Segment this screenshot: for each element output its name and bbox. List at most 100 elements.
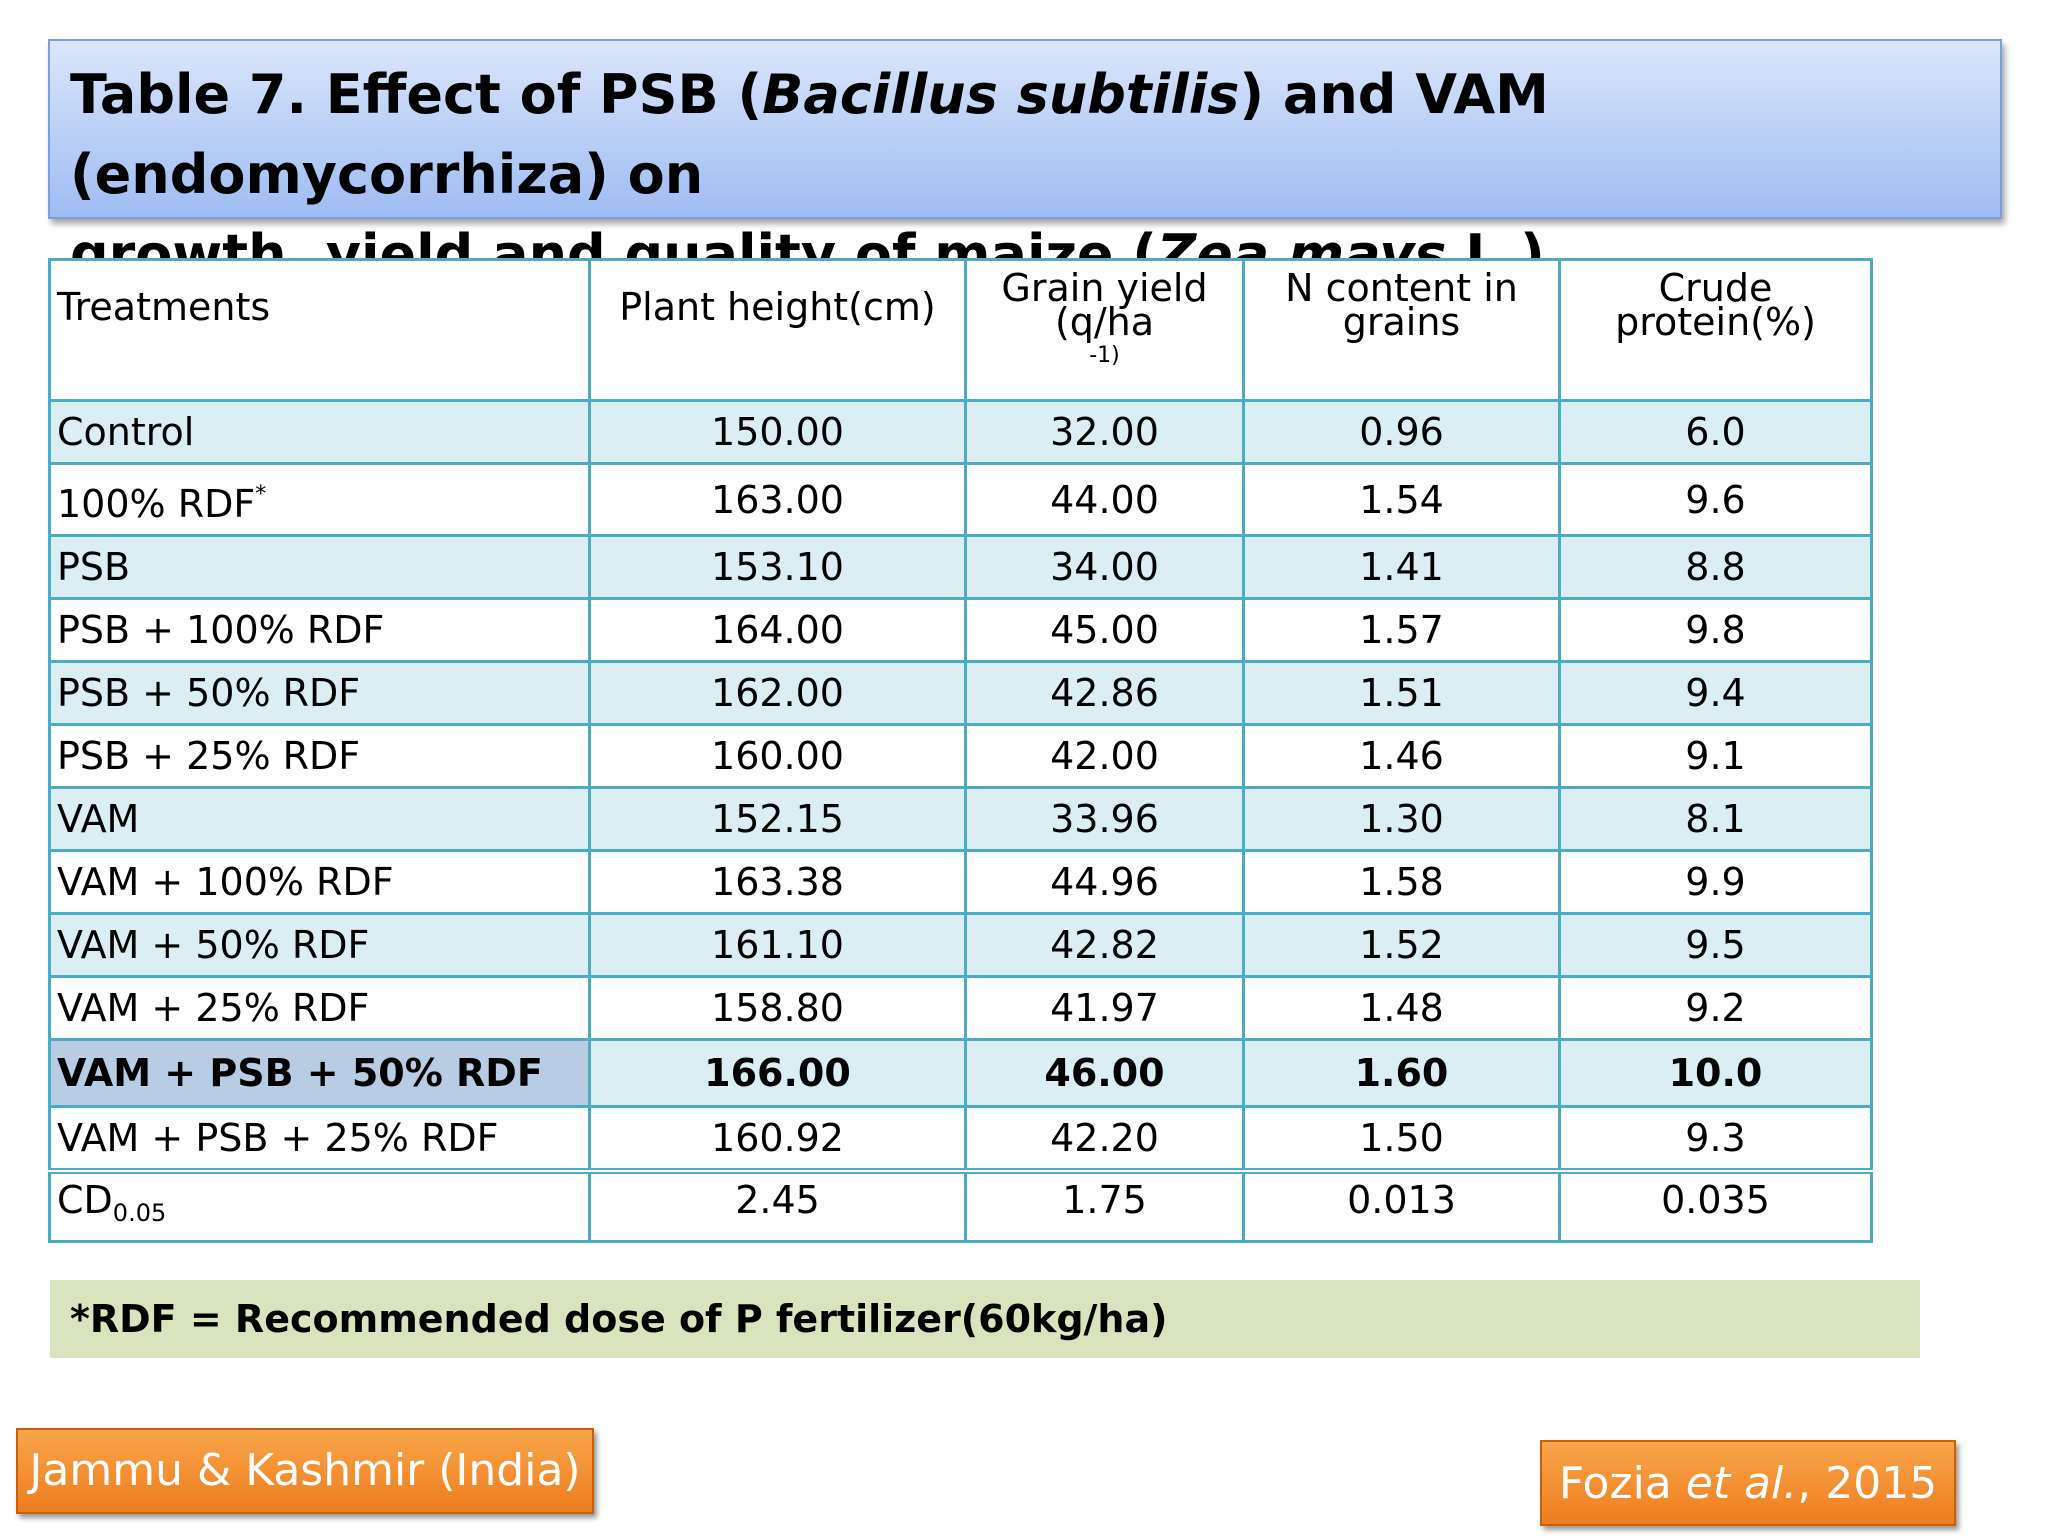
- title-line1-c: ) and VAM (endomycorrhiza) on: [70, 63, 1549, 206]
- cd-label: CD0.05: [48, 1169, 591, 1243]
- protein-cell: 6.0: [1558, 399, 1873, 465]
- height-cell: 163.00: [588, 462, 967, 537]
- citation-author: Fozia: [1558, 1458, 1686, 1509]
- header-crude-line2: protein(%): [1615, 300, 1816, 344]
- location-badge: Jammu & Kashmir (India): [16, 1428, 594, 1514]
- header-crude-line1: Crude: [1658, 266, 1773, 310]
- header-crude-protein: Crude protein(%): [1558, 258, 1873, 402]
- cd-n: 0.013: [1242, 1169, 1561, 1243]
- n-cell: 1.52: [1242, 912, 1561, 978]
- header-n-content-line1: N content in: [1285, 266, 1518, 310]
- treatment-cell: VAM + 25% RDF: [48, 975, 591, 1041]
- height-cell: 163.38: [588, 849, 967, 915]
- header-grain-yield-sup: -1): [1089, 343, 1120, 368]
- table-row: VAM + 50% RDF 161.10 42.82 1.52 9.5: [48, 912, 1873, 978]
- cd-row: CD0.05 2.45 1.75 0.013 0.035: [48, 1169, 1873, 1243]
- cd-height: 2.45: [588, 1169, 967, 1243]
- n-cell: 1.30: [1242, 786, 1561, 852]
- yield-cell: 42.00: [964, 723, 1245, 789]
- height-cell: 166.00: [588, 1038, 967, 1108]
- n-cell: 1.58: [1242, 849, 1561, 915]
- yield-cell: 41.97: [964, 975, 1245, 1041]
- height-cell: 161.10: [588, 912, 967, 978]
- protein-cell: 9.9: [1558, 849, 1873, 915]
- n-cell: 1.50: [1242, 1105, 1561, 1174]
- height-cell: 153.10: [588, 534, 967, 600]
- title-line1-a: Table 7. Effect of PSB (: [70, 63, 763, 126]
- table-row: Control 150.00 32.00 0.96 6.0: [48, 399, 1873, 465]
- protein-cell: 8.8: [1558, 534, 1873, 600]
- treatment-cell: PSB + 25% RDF: [48, 723, 591, 789]
- treatment-cell: VAM: [48, 786, 591, 852]
- yield-cell: 46.00: [964, 1038, 1245, 1108]
- yield-cell: 42.20: [964, 1105, 1245, 1174]
- header-grain-yield: Grain yield (q/ha -1): [964, 258, 1245, 402]
- header-treatments: Treatments: [48, 258, 591, 402]
- treatment-cell: PSB: [48, 534, 591, 600]
- n-cell: 1.60: [1242, 1038, 1561, 1108]
- table-row: VAM + PSB + 25% RDF 160.92 42.20 1.50 9.3: [48, 1105, 1873, 1174]
- title-line1-italic: Bacillus subtilis: [762, 63, 1240, 126]
- n-cell: 1.57: [1242, 597, 1561, 663]
- n-cell: 1.48: [1242, 975, 1561, 1041]
- table-row: PSB + 100% RDF 164.00 45.00 1.57 9.8: [48, 597, 1873, 663]
- yield-cell: 33.96: [964, 786, 1245, 852]
- header-n-content-line2: grains: [1342, 300, 1461, 344]
- table-body: Control 150.00 32.00 0.96 6.0 100% RDF* 163.00…: [48, 399, 1873, 1174]
- height-cell: 150.00: [588, 399, 967, 465]
- protein-cell: 9.4: [1558, 660, 1873, 726]
- treatment-cell: PSB + 50% RDF: [48, 660, 591, 726]
- height-cell: 162.00: [588, 660, 967, 726]
- table-row: VAM 152.15 33.96 1.30 8.1: [48, 786, 1873, 852]
- treatment-cell: 100% RDF*: [48, 462, 591, 537]
- cd-protein: 0.035: [1558, 1169, 1873, 1243]
- treatment-cell: PSB + 100% RDF: [48, 597, 591, 663]
- yield-cell: 42.82: [964, 912, 1245, 978]
- header-grain-yield-line1: Grain yield: [1001, 266, 1208, 310]
- yield-cell: 32.00: [964, 399, 1245, 465]
- height-cell: 152.15: [588, 786, 967, 852]
- n-cell: 1.51: [1242, 660, 1561, 726]
- n-cell: 1.46: [1242, 723, 1561, 789]
- table-header-row: Treatments Plant height(cm) Grain yield(…: [48, 258, 1873, 402]
- treatment-cell: VAM + 100% RDF: [48, 849, 591, 915]
- protein-cell: 9.2: [1558, 975, 1873, 1041]
- yield-cell: 34.00: [964, 534, 1245, 600]
- citation-etal: et al.: [1685, 1458, 1798, 1509]
- protein-cell: 9.8: [1558, 597, 1873, 663]
- citation-badge: Fozia et al., 2015: [1540, 1440, 1956, 1526]
- height-cell: 158.80: [588, 975, 967, 1041]
- height-cell: 164.00: [588, 597, 967, 663]
- table-row: 100% RDF* 163.00 44.00 1.54 9.6: [48, 462, 1873, 537]
- protein-cell: 9.1: [1558, 723, 1873, 789]
- header-n-content: N content in grains: [1242, 258, 1561, 402]
- footnote: *RDF = Recommended dose of P fertilizer(…: [50, 1280, 1920, 1358]
- treatment-cell: VAM + 50% RDF: [48, 912, 591, 978]
- header-plant-height: Plant height(cm): [588, 258, 967, 402]
- n-cell: 1.41: [1242, 534, 1561, 600]
- height-cell: 160.00: [588, 723, 967, 789]
- n-cell: 1.54: [1242, 462, 1561, 537]
- protein-cell: 9.6: [1558, 462, 1873, 537]
- results-table: Treatments Plant height(cm) Grain yield(…: [48, 258, 1873, 1243]
- header-grain-yield-line2: (q/ha: [1054, 300, 1155, 344]
- n-cell: 0.96: [1242, 399, 1561, 465]
- yield-cell: 42.86: [964, 660, 1245, 726]
- protein-cell: 8.1: [1558, 786, 1873, 852]
- treatment-cell: VAM + PSB + 50% RDF: [48, 1038, 591, 1108]
- table-row: PSB + 25% RDF 160.00 42.00 1.46 9.1: [48, 723, 1873, 789]
- treatment-cell: VAM + PSB + 25% RDF: [48, 1105, 591, 1174]
- treatment-cell: Control: [48, 399, 591, 465]
- yield-cell: 44.96: [964, 849, 1245, 915]
- citation-year: , 2015: [1797, 1458, 1938, 1509]
- protein-cell: 9.5: [1558, 912, 1873, 978]
- table-row: PSB 153.10 34.00 1.41 8.8: [48, 534, 1873, 600]
- protein-cell: 10.0: [1558, 1038, 1873, 1108]
- yield-cell: 44.00: [964, 462, 1245, 537]
- protein-cell: 9.3: [1558, 1105, 1873, 1174]
- cd-yield: 1.75: [964, 1169, 1245, 1243]
- yield-cell: 45.00: [964, 597, 1245, 663]
- table-row: VAM + 100% RDF 163.38 44.96 1.58 9.9: [48, 849, 1873, 915]
- table-row: PSB + 50% RDF 162.00 42.86 1.51 9.4: [48, 660, 1873, 726]
- table-row: VAM + PSB + 50% RDF 166.00 46.00 1.60 10.0: [48, 1038, 1873, 1108]
